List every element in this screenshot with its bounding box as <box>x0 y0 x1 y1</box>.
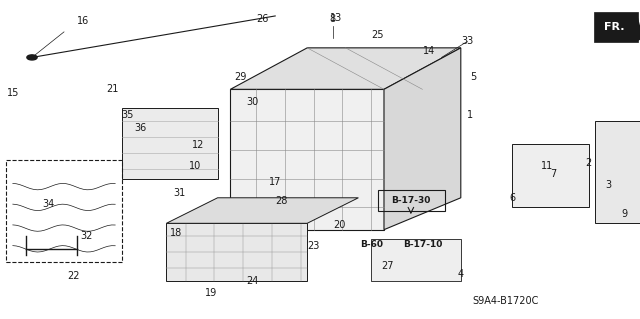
Text: 15: 15 <box>6 87 19 98</box>
Polygon shape <box>166 198 358 223</box>
Text: 31: 31 <box>173 188 186 198</box>
Text: 30: 30 <box>246 97 259 107</box>
Text: 29: 29 <box>234 71 246 82</box>
Polygon shape <box>122 108 218 179</box>
Text: 17: 17 <box>269 177 282 187</box>
Text: 16: 16 <box>77 16 90 26</box>
Text: 32: 32 <box>80 231 93 241</box>
Text: 19: 19 <box>205 288 218 299</box>
Text: 6: 6 <box>509 193 515 203</box>
Text: 35: 35 <box>122 110 134 120</box>
Text: 23: 23 <box>307 241 320 251</box>
Text: 24: 24 <box>246 276 259 286</box>
Text: 27: 27 <box>381 261 394 271</box>
Text: 1: 1 <box>467 110 474 120</box>
Text: 21: 21 <box>106 84 118 94</box>
Polygon shape <box>512 144 589 207</box>
Text: 33: 33 <box>461 36 474 47</box>
Text: 13: 13 <box>330 12 342 23</box>
Bar <box>6 160 122 262</box>
Text: 8: 8 <box>330 14 336 24</box>
Text: 25: 25 <box>371 30 384 40</box>
Text: B-60: B-60 <box>360 240 383 249</box>
Text: 26: 26 <box>256 14 269 24</box>
Text: S9A4-B1720C: S9A4-B1720C <box>472 296 539 307</box>
Text: B-17-10: B-17-10 <box>403 240 442 249</box>
Text: 18: 18 <box>170 228 182 238</box>
Text: 22: 22 <box>67 271 80 281</box>
Text: 2: 2 <box>586 158 592 168</box>
Polygon shape <box>384 48 461 230</box>
Text: 28: 28 <box>275 196 288 206</box>
Text: 36: 36 <box>134 122 147 133</box>
Polygon shape <box>166 223 307 281</box>
Text: 20: 20 <box>333 220 346 230</box>
Text: 14: 14 <box>422 46 435 56</box>
Text: B-17-30: B-17-30 <box>391 196 431 205</box>
Text: 9: 9 <box>621 209 627 219</box>
Text: 34: 34 <box>42 199 54 209</box>
Text: 10: 10 <box>189 161 202 171</box>
Text: 5: 5 <box>470 71 477 82</box>
Polygon shape <box>371 239 461 281</box>
Text: 3: 3 <box>605 180 611 190</box>
Text: 12: 12 <box>192 140 205 150</box>
Polygon shape <box>595 121 640 223</box>
Text: FR.: FR. <box>604 22 625 32</box>
Polygon shape <box>637 13 640 41</box>
Polygon shape <box>230 89 384 230</box>
Polygon shape <box>230 48 461 89</box>
Text: 11: 11 <box>541 161 554 171</box>
Circle shape <box>27 55 37 60</box>
FancyBboxPatch shape <box>594 12 638 42</box>
Text: 4: 4 <box>458 269 464 279</box>
Text: 7: 7 <box>550 169 557 179</box>
